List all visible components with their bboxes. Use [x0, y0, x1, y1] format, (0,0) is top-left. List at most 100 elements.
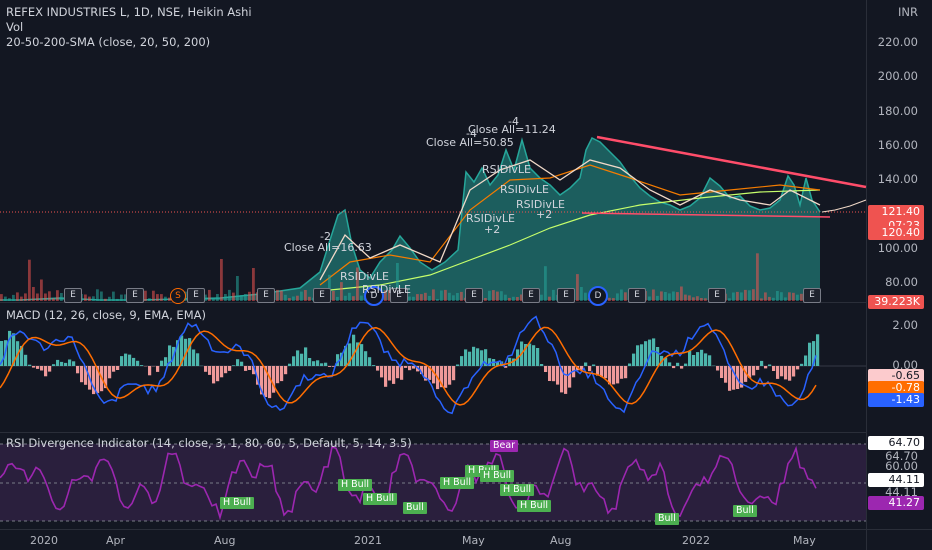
rsi-line	[0, 445, 817, 521]
volume-bar	[456, 293, 459, 301]
volume-bar	[120, 294, 123, 301]
strategy-qty: -4	[466, 127, 477, 140]
support-trendline[interactable]	[581, 212, 831, 218]
volume-bar	[92, 296, 95, 301]
volume-bar	[800, 293, 803, 301]
volume-bar	[208, 289, 211, 301]
earnings-badge[interactable]: E	[313, 288, 331, 303]
volume-bar	[748, 290, 751, 301]
volume-bar	[788, 292, 791, 301]
macd-hist-bar	[760, 360, 764, 366]
macd-hist-bar	[648, 339, 652, 366]
volume-legend[interactable]: Vol	[6, 20, 24, 34]
macd-hist-bar	[752, 366, 756, 376]
symbol-title[interactable]: REFEX INDUSTRIES L, 1D, NSE, Heikin Ashi	[6, 5, 252, 19]
macd-hist-bar	[484, 349, 488, 366]
earnings-badge[interactable]: E	[390, 288, 408, 303]
macd-hist-bar	[744, 366, 748, 382]
volume-bar	[388, 290, 391, 301]
volume-bar	[700, 298, 703, 301]
macd-hist-bar	[748, 366, 752, 378]
earnings-badge[interactable]: E	[522, 288, 540, 303]
macd-hist-bar	[288, 363, 292, 366]
volume-bar	[496, 291, 499, 301]
volume-bar	[216, 294, 219, 301]
dividend-badge[interactable]: D	[364, 286, 384, 306]
volume-bar	[652, 289, 655, 301]
macd-hist-bar	[348, 343, 352, 366]
rsidiv-label: RSIDivLE	[362, 283, 411, 296]
macd-hist-bar	[508, 357, 512, 366]
macd-hist-bar	[120, 356, 124, 366]
close-all-label: Close All=11.24	[468, 123, 556, 136]
macd-hist-bar	[412, 366, 416, 369]
volume-bar	[240, 295, 243, 301]
macd-hist-bar	[268, 366, 272, 399]
macd-hist-bar	[104, 366, 108, 389]
volume-bar	[56, 290, 59, 301]
macd-hist-bar	[540, 364, 544, 366]
macd-hist-bar	[684, 363, 688, 366]
volume-bar	[412, 296, 415, 301]
volume-bar	[152, 290, 155, 301]
macd-hist-bar	[184, 338, 188, 366]
macd-legend[interactable]: MACD (12, 26, close, 9, EMA, EMA)	[6, 308, 206, 322]
macd-hist-bar	[364, 351, 368, 366]
macd-histogram	[0, 330, 820, 399]
dividend-badge[interactable]: D	[588, 286, 608, 306]
macd-hist-bar	[604, 366, 608, 379]
earnings-badge[interactable]: E	[803, 288, 821, 303]
macd-hist-bar	[592, 364, 596, 366]
volume-bar	[680, 286, 683, 301]
macd-hist-bar	[536, 348, 540, 366]
macd-hist-bar	[688, 351, 692, 366]
macd-hist-bar	[432, 366, 436, 384]
macd-hist-bar	[52, 364, 56, 366]
time-tick: Aug	[550, 534, 572, 547]
macd-hist-bar	[280, 366, 284, 382]
macd-hist-bar	[392, 366, 396, 384]
split-badge[interactable]: S	[170, 288, 186, 304]
rsi-legend[interactable]: RSI Divergence Indicator (14, close, 3, …	[6, 436, 412, 450]
volume-bar	[612, 298, 615, 301]
resistance-trendline[interactable]	[596, 135, 867, 189]
macd-hist-bar	[796, 366, 800, 370]
volume-bar	[776, 291, 779, 301]
sma-legend[interactable]: 20-50-200-SMA (close, 20, 50, 200)	[6, 35, 211, 49]
earnings-badge[interactable]: E	[126, 288, 144, 303]
macd-hist-bar	[228, 366, 232, 371]
earnings-badge[interactable]: E	[557, 288, 575, 303]
volume-bar	[228, 289, 231, 301]
macd-hist-bar	[628, 363, 632, 366]
macd-hist-bar	[328, 366, 332, 367]
volume-bar	[504, 294, 507, 301]
macd-hist-bar	[192, 349, 196, 366]
earnings-badge[interactable]: E	[708, 288, 726, 303]
rsi-mid-tick: 44.11	[885, 485, 918, 499]
macd-hist-bar	[640, 344, 644, 366]
volume-bar	[512, 296, 515, 301]
time-tick: Aug	[214, 534, 236, 547]
volume-bar	[12, 294, 15, 301]
earnings-badge[interactable]: E	[187, 288, 205, 303]
volume-bar	[408, 296, 411, 301]
volume-bar	[284, 294, 287, 301]
macd-hist-bar	[656, 347, 660, 366]
time-tick: May	[793, 534, 816, 547]
volume-bar	[580, 287, 583, 301]
volume-bar	[28, 259, 31, 301]
earnings-badge[interactable]: E	[64, 288, 82, 303]
earnings-badge[interactable]: E	[465, 288, 483, 303]
earnings-badge[interactable]: E	[628, 288, 646, 303]
volume-bar	[728, 298, 731, 301]
macd-hist-bar	[652, 338, 656, 366]
macd-hist-bar	[112, 366, 116, 372]
rsi-value-tag: 41.27	[868, 496, 924, 510]
macd-hist-bar	[36, 366, 40, 369]
volume-bar	[444, 289, 447, 301]
volume-bar	[60, 293, 63, 301]
macd-hist-bar	[588, 366, 592, 372]
earnings-badge[interactable]: E	[257, 288, 275, 303]
macd-hist-bar	[124, 353, 128, 366]
